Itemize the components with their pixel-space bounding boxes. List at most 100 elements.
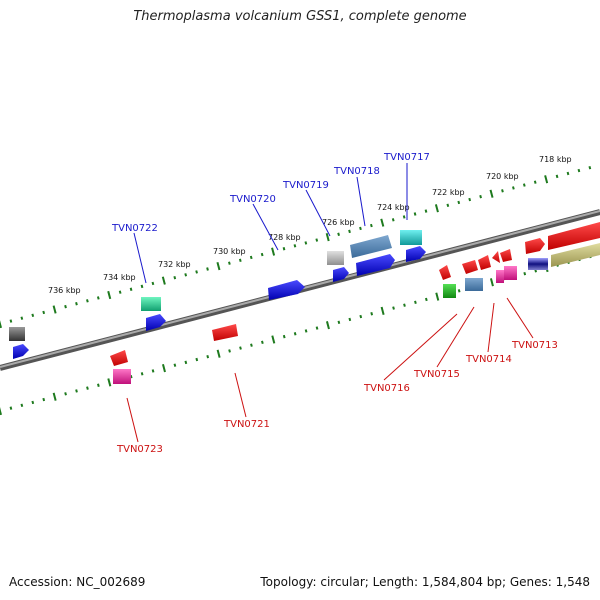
inner-scale-tick [261,340,264,345]
outer-scale-tick [424,209,428,213]
inner-scale-tick [42,397,46,402]
gene-steel-tvn0718[interactable] [350,235,392,258]
outer-scale-tick [555,174,559,179]
outer-scale-tick [282,247,286,251]
outer-scale-tick [206,267,209,271]
outer-scale-tick [325,233,330,242]
gene-red-tvn0713-b[interactable] [492,251,500,263]
outer-scale-tick [413,212,417,216]
outer-scale-tick [42,310,46,315]
gene-label-tvn0723: TVN0723 [116,444,163,455]
scale-label-722: 722 kbp [432,188,465,197]
outer-scale-tick [391,218,395,222]
outer-scale-tick [468,197,472,202]
gene-pink-tvn0723[interactable] [113,369,131,384]
inner-scale-tick [392,306,395,310]
outer-scale-tick [293,244,297,248]
gene-sea-tvn0722[interactable] [141,297,161,311]
gene-olive[interactable] [551,243,600,267]
inner-scale-tick [359,314,363,319]
outer-scale-tick [434,204,439,213]
outer-scale-tick [566,171,570,176]
inner-scale-tick [304,329,308,333]
inner-scale-tick [9,406,13,410]
inner-scale-tick [293,332,297,336]
gene-blue-tvn0722-b[interactable] [146,314,166,331]
scale-track-outer [0,165,592,329]
outer-scale-tick [304,241,308,245]
gene-dark[interactable] [9,327,25,341]
gene-cyan-tvn0717[interactable] [400,230,422,245]
inner-scale-tick [173,363,177,367]
inner-scale-tick [161,363,166,373]
inner-scale-tick [20,403,24,407]
gene-red-tvn0723[interactable] [110,350,128,366]
gene-blue-tvn0720[interactable] [268,280,305,300]
gene-label-tvn0718: TVN0718 [333,166,380,177]
outer-scale-tick [348,229,351,234]
inner-scale-tick [282,334,286,339]
outer-scale-tick [129,287,133,291]
scale-label-734: 734 kbp [103,273,136,282]
outer-scale-tick [533,180,537,184]
outer-scale-tick [184,273,188,277]
outer-scale-tick [479,194,482,199]
gene-red-tvn0713-a[interactable] [500,249,512,262]
gene-label-tvn0714: TVN0714 [465,354,512,365]
gene-blue-left[interactable] [13,344,29,359]
gene-pink-tvn0713[interactable] [504,266,517,280]
outer-scale-tick [195,270,198,274]
outer-scale-tick [216,261,221,271]
inner-scale-tick [107,378,112,387]
scale-label-732: 732 kbp [158,260,191,269]
gene-green-tvn0716[interactable] [443,284,456,298]
inner-scale-tick [457,289,461,293]
inner-scale-tick [370,312,374,316]
inner-scale-tick [75,389,78,393]
scale-label-724: 724 kbp [377,203,410,212]
outer-scale-tick [64,304,67,309]
outer-scale-tick [577,168,581,173]
forward-leader-lines [133,163,408,284]
gene-blue-tvn0719-b[interactable] [333,267,349,282]
inner-scale-tick [403,303,406,307]
gene-pink-small[interactable] [496,270,504,283]
gene-navy[interactable] [528,258,548,270]
gene-red-tvn0714[interactable] [478,255,491,270]
outer-scale-tick [75,302,78,306]
gene-grey-tvn0719[interactable] [327,251,344,265]
outer-scale-tick [337,232,340,236]
gene-blue-tvn0717-b[interactable] [406,246,426,262]
scale-label-728: 728 kbp [268,233,301,242]
gene-red-tvn0716[interactable] [439,265,451,280]
inner-scale-tick [337,320,341,325]
outer-scale-tick [96,296,100,300]
gene-red-forward-b[interactable] [548,222,600,250]
inner-scale-tick [195,357,199,362]
outer-scale-tick [260,252,264,257]
scale-track-inner [0,254,592,416]
inner-scale-tick [250,343,253,347]
inner-scale-tick [315,326,319,330]
gene-blue-tvn0718-b[interactable] [356,254,395,276]
gene-label-tvn0715: TVN0715 [413,369,460,380]
outer-scale-tick [359,226,362,231]
outer-scale-tick [238,258,242,263]
gene-red-forward-a[interactable] [525,238,545,254]
outer-scale-tick [173,275,177,280]
gene-label-tvn0721: TVN0721 [223,419,270,430]
gene-red-tvn0715[interactable] [462,260,478,274]
inner-scale-tick [31,400,35,405]
outer-scale-tick [140,284,144,289]
figure-title: Thermoplasma volcanium GSS1, complete ge… [133,9,467,24]
outer-scale-tick [522,183,526,187]
outer-scale-tick [588,165,592,170]
gene-red-tvn0721[interactable] [212,324,238,341]
gene-label-tvn0720: TVN0720 [229,194,276,205]
gene-label-tvn0716: TVN0716 [363,383,410,394]
outer-scale-tick [118,290,122,294]
scale-label-736: 736 kbp [48,286,81,295]
scale-label-726: 726 kbp [322,218,355,227]
genome-summary-text: Topology: circular; Length: 1,584,804 bp… [260,575,590,589]
gene-steel-tvn0715[interactable] [465,278,483,291]
